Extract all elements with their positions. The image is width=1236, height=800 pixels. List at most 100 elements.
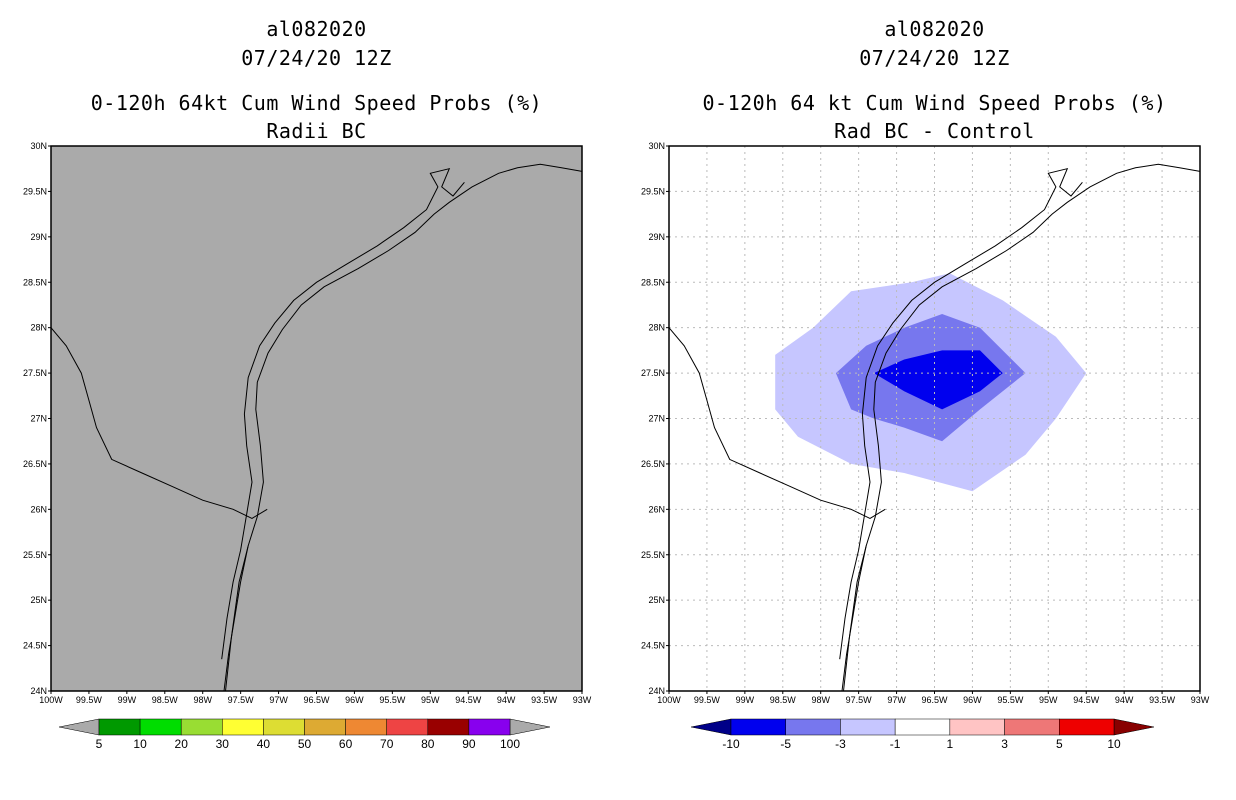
right-colorbar-swatch xyxy=(1059,718,1115,736)
lat-label: 25.5N xyxy=(641,550,665,560)
right-colorbar-high-arrow xyxy=(1113,718,1155,736)
right-colorbar-label: -5 xyxy=(780,737,791,751)
left-title: 0-120h 64kt Cum Wind Speed Probs (%) xyxy=(90,91,543,115)
mexico-coastline xyxy=(841,545,867,692)
right-colorbar-swatch xyxy=(840,718,896,736)
left-colorbar-swatch xyxy=(180,718,223,736)
lat-label: 24N xyxy=(648,686,665,696)
lon-label: 99.5W xyxy=(76,695,103,705)
lon-label: 95.5W xyxy=(997,695,1024,705)
lon-label: 99W xyxy=(736,695,755,705)
lon-label: 94W xyxy=(1115,695,1134,705)
lat-label: 26N xyxy=(30,504,47,514)
lat-label: 29N xyxy=(648,232,665,242)
right-colorbar-label: 10 xyxy=(1107,737,1121,751)
lat-label: 24.5N xyxy=(23,641,47,651)
lon-label: 96.5W xyxy=(303,695,330,705)
lon-label: 97W xyxy=(269,695,288,705)
lon-label: 93.5W xyxy=(531,695,558,705)
left-colorbar-label: 70 xyxy=(380,737,394,751)
rio-grande-border xyxy=(668,327,886,519)
lon-label: 100W xyxy=(657,695,681,705)
mexico-coastline xyxy=(223,545,249,692)
left-colorbar-label: 80 xyxy=(421,737,435,751)
left-colorbar-label: 40 xyxy=(257,737,271,751)
left-colorbar-label: 50 xyxy=(298,737,312,751)
left-colorbar: 5 10 20 30 40 50 60 70 80 90 100 xyxy=(58,718,551,751)
right-colorbar-label: -1 xyxy=(890,737,901,751)
lat-label: 26.5N xyxy=(641,459,665,469)
lon-label: 96.5W xyxy=(921,695,948,705)
lon-label: 96W xyxy=(345,695,364,705)
lon-label: 100W xyxy=(39,695,63,705)
lon-label: 93.5W xyxy=(1149,695,1176,705)
right-colorbar: -10 -5 -3 -1 1 3 5 10 xyxy=(690,718,1155,751)
left-colorbar-label: 100 xyxy=(500,737,520,751)
left-colorbar-label: 30 xyxy=(216,737,230,751)
right-colorbar-swatch xyxy=(1004,718,1060,736)
left-storm-id: al082020 xyxy=(266,17,367,41)
lon-label: 95W xyxy=(1039,695,1058,705)
lat-label: 26N xyxy=(648,504,665,514)
lon-label: 98.5W xyxy=(152,695,179,705)
rio-grande-border xyxy=(50,327,268,519)
lon-label: 94.5W xyxy=(455,695,482,705)
right-colorbar-label: 3 xyxy=(1001,737,1008,751)
left-colorbar-label: 5 xyxy=(96,737,103,751)
lat-label: 29.5N xyxy=(641,186,665,196)
left-colorbar-swatch xyxy=(427,718,470,736)
lon-label: 93W xyxy=(1191,695,1210,705)
right-storm-id: al082020 xyxy=(884,17,985,41)
left-colorbar-swatch xyxy=(468,718,511,736)
left-colorbar-label: 20 xyxy=(175,737,189,751)
lon-label: 97.5W xyxy=(846,695,873,705)
lat-label: 25.5N xyxy=(23,550,47,560)
right-colorbar-label: -10 xyxy=(722,737,740,751)
left-colorbar-swatch xyxy=(304,718,346,736)
left-colorbar-swatch xyxy=(139,718,182,736)
right-colorbar-low-arrow xyxy=(690,718,732,736)
lon-label: 97.5W xyxy=(228,695,255,705)
lat-label: 29.5N xyxy=(23,186,47,196)
right-colorbar-label: -3 xyxy=(835,737,846,751)
lon-label: 93W xyxy=(573,695,592,705)
lon-label: 98W xyxy=(811,695,830,705)
right-datetime: 07/24/20 12Z xyxy=(859,46,1010,70)
right-subtitle: Rad BC - Control xyxy=(834,119,1035,143)
left-datetime: 07/24/20 12Z xyxy=(241,46,392,70)
lon-label: 95.5W xyxy=(379,695,406,705)
lat-label: 28.5N xyxy=(23,277,47,287)
lon-label: 99.5W xyxy=(694,695,721,705)
coastline xyxy=(843,163,1201,692)
left-colorbar-label: 60 xyxy=(339,737,353,751)
lat-label: 24.5N xyxy=(641,641,665,651)
lat-label: 28N xyxy=(648,323,665,333)
left-colorbar-swatch xyxy=(345,718,387,736)
right-title: 0-120h 64 kt Cum Wind Speed Probs (%) xyxy=(702,91,1167,115)
left-map-background xyxy=(51,146,582,691)
lat-label: 25N xyxy=(30,595,47,605)
right-colorbar-swatch xyxy=(894,718,951,736)
lat-label: 26.5N xyxy=(23,459,47,469)
right-colorbar-label: 5 xyxy=(1056,737,1063,751)
left-colorbar-swatch xyxy=(263,718,305,736)
left-map-panel: 100W 99.5W 99W 98.5W 98W 97.5W 97W 96.5W 96W 95.5… xyxy=(23,141,592,705)
left-colorbar-low-arrow xyxy=(58,718,100,736)
lat-label: 27N xyxy=(30,414,47,424)
lon-label: 97W xyxy=(887,695,906,705)
left-colorbar-swatch xyxy=(98,718,141,736)
lat-label: 28N xyxy=(30,323,47,333)
coastline xyxy=(225,163,583,692)
left-subtitle: Radii BC xyxy=(266,119,367,143)
left-colorbar-label: 90 xyxy=(462,737,476,751)
lon-label: 99W xyxy=(118,695,137,705)
lon-label: 95W xyxy=(421,695,440,705)
lon-label: 94W xyxy=(497,695,516,705)
inner-shoreline xyxy=(839,167,1083,660)
lat-label: 27.5N xyxy=(641,368,665,378)
lon-label: 98W xyxy=(193,695,212,705)
lon-label: 96W xyxy=(963,695,982,705)
lat-label: 28.5N xyxy=(641,277,665,287)
left-colorbar-label: 10 xyxy=(133,737,147,751)
